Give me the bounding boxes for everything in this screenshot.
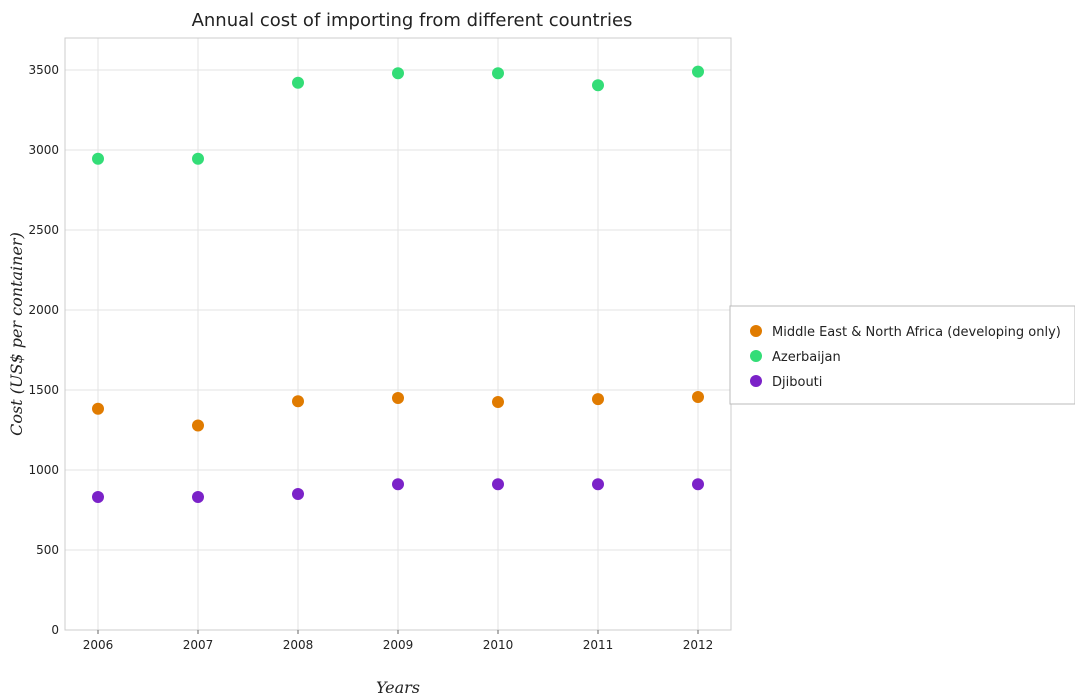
grid: [65, 38, 731, 631]
data-point-series-0: [192, 419, 204, 432]
y-axis-label: Cost (US$ per container): [7, 232, 26, 436]
y-axis-ticks: 0 500 1000 1500 2000 2500 3000 3500: [28, 63, 59, 637]
legend-marker-0: [750, 325, 762, 337]
y-tick-label: 1500: [28, 383, 59, 397]
legend-marker-2: [750, 375, 762, 387]
y-tick-label: 500: [36, 543, 59, 557]
data-point-series-0: [692, 391, 704, 404]
legend-label-1: Azerbaijan: [772, 350, 841, 365]
y-tick-label: 3500: [28, 63, 59, 77]
data-point-series-2: [592, 478, 604, 491]
data-point-series-1: [592, 79, 604, 92]
data-point-series-2: [192, 491, 204, 504]
data-point-series-1: [692, 65, 704, 78]
data-point-series-1: [192, 152, 204, 165]
data-points: [92, 65, 704, 504]
y-tick-label: 2000: [28, 303, 59, 317]
x-tick-label: 2009: [383, 638, 414, 652]
x-tick-label: 2008: [283, 638, 314, 652]
y-tick-label: 2500: [28, 223, 59, 237]
x-axis-label: Years: [376, 678, 420, 697]
y-tick-label: 3000: [28, 143, 59, 157]
legend: Middle East & North Africa (developing o…: [729, 305, 1075, 405]
x-tick-label: 2007: [183, 638, 214, 652]
legend-label-0: Middle East & North Africa (developing o…: [772, 325, 1061, 340]
x-tick-label: 2012: [683, 638, 714, 652]
y-tick-label: 1000: [28, 463, 59, 477]
x-tick-label: 2010: [483, 638, 514, 652]
x-axis-ticks: 2006 2007 2008 2009 2010 2011 2012: [83, 630, 714, 652]
data-point-series-0: [492, 396, 504, 408]
data-point-series-1: [92, 152, 104, 165]
chart-title: Annual cost of importing from different …: [192, 10, 633, 31]
data-point-series-0: [92, 402, 104, 415]
data-point-series-2: [492, 478, 504, 491]
data-point-series-0: [292, 395, 304, 408]
legend-marker-1: [750, 350, 762, 362]
x-tick-label: 2006: [83, 638, 114, 652]
legend-box: [729, 305, 1075, 405]
data-point-series-2: [392, 478, 404, 491]
data-point-series-1: [392, 67, 404, 80]
data-point-series-0: [592, 393, 604, 406]
data-point-series-0: [392, 392, 404, 404]
legend-items: Middle East & North Africa (developing o…: [750, 325, 1061, 390]
data-point-series-2: [292, 488, 304, 500]
data-point-series-2: [692, 478, 704, 491]
data-point-series-1: [492, 67, 504, 80]
data-point-series-2: [92, 491, 104, 504]
y-tick-label: 0: [51, 623, 59, 637]
x-tick-label: 2011: [583, 638, 614, 652]
legend-label-2: Djibouti: [772, 375, 822, 390]
data-point-series-1: [292, 76, 304, 89]
